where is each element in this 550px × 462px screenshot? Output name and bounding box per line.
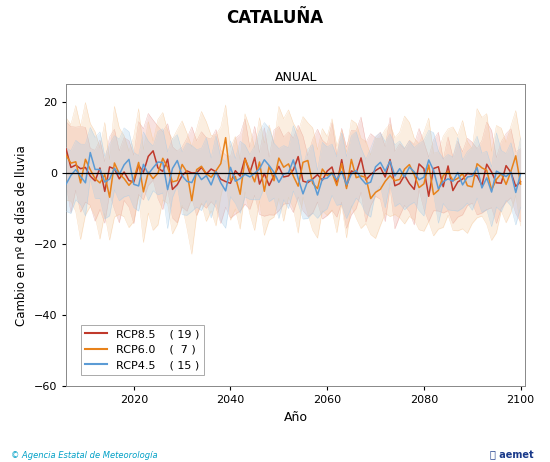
Y-axis label: Cambio en nº de días de lluvia: Cambio en nº de días de lluvia [15,145,28,326]
Title: ANUAL: ANUAL [274,71,317,84]
X-axis label: Año: Año [284,411,308,424]
Legend: RCP8.5    ( 19 ), RCP6.0    (  7 ), RCP4.5    ( 15 ): RCP8.5 ( 19 ), RCP6.0 ( 7 ), RCP4.5 ( 15… [81,325,204,375]
Text: CATALUÑA: CATALUÑA [227,9,323,27]
Text: © Agencia Estatal de Meteorología: © Agencia Estatal de Meteorología [11,451,158,460]
Text: ⚾ aemet: ⚾ aemet [490,450,534,460]
